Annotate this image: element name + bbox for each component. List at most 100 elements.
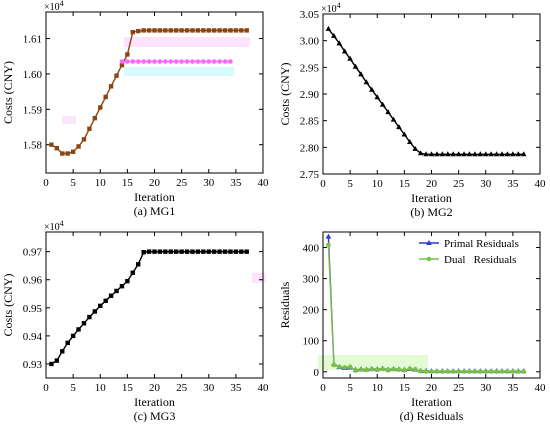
data-point	[483, 369, 489, 374]
data-point	[516, 369, 521, 374]
data-point	[477, 151, 484, 157]
data-point	[521, 369, 527, 374]
x-tick-label: 10	[372, 382, 384, 394]
x-tick-label: 40	[258, 382, 270, 394]
data-point	[412, 367, 418, 372]
x-tick-label: 10	[372, 178, 384, 190]
y-tick-label: 1.61	[23, 34, 42, 46]
series-line	[51, 250, 247, 365]
data-point	[146, 59, 152, 64]
data-point	[76, 144, 81, 149]
data-point	[125, 278, 130, 284]
y-axis-title: Residuals	[278, 281, 292, 328]
plot-frame	[45, 11, 264, 174]
data-point	[228, 28, 233, 33]
panel-caption: (c) MG3	[134, 409, 176, 423]
data-point	[331, 32, 337, 38]
data-point	[70, 149, 76, 154]
data-point	[472, 151, 478, 157]
series-0	[325, 25, 527, 157]
data-point	[190, 249, 195, 254]
x-tick-label: 30	[480, 382, 492, 394]
data-point	[396, 367, 402, 372]
data-point	[488, 369, 494, 374]
data-point	[98, 105, 103, 110]
data-point	[467, 369, 472, 374]
data-point	[325, 25, 332, 31]
data-point	[125, 59, 130, 64]
y-tick-label: 1.59	[23, 104, 43, 116]
series-0	[49, 28, 249, 156]
data-point	[504, 151, 511, 157]
data-point	[119, 62, 125, 68]
data-point	[81, 321, 87, 326]
data-point	[325, 233, 332, 239]
data-point	[456, 369, 461, 374]
data-point	[76, 327, 81, 332]
y-tick-label: 100	[303, 336, 320, 348]
data-point	[347, 364, 353, 370]
data-point	[429, 369, 434, 374]
legend: Primal Residuals Dual Residuals	[419, 238, 519, 266]
data-point	[141, 59, 146, 64]
data-point	[369, 86, 375, 92]
panel-caption: (a) MG1	[134, 204, 176, 218]
y-tick-label: 0.95	[23, 303, 43, 315]
data-point	[466, 151, 473, 157]
y-multiplier: ×104	[44, 219, 64, 233]
y-tick-label: 1.60	[23, 69, 43, 81]
x-tick-label: 15	[399, 178, 411, 190]
data-point	[103, 298, 108, 303]
x-axis-title: Iteration	[411, 191, 452, 205]
y-axis-title: Costs (CNY)	[1, 61, 15, 124]
data-point	[374, 94, 381, 100]
data-point	[244, 249, 249, 254]
x-tick-label: 5	[347, 382, 353, 394]
data-point	[499, 151, 505, 157]
data-point	[423, 151, 429, 157]
data-point	[488, 151, 494, 157]
data-point	[179, 59, 184, 64]
data-point	[402, 367, 407, 373]
data-point	[168, 28, 173, 33]
data-point	[434, 151, 440, 157]
y-tick-label: 200	[303, 305, 320, 317]
data-point	[239, 28, 244, 33]
data-point	[478, 369, 483, 374]
data-point	[390, 116, 397, 122]
legend-marker	[426, 240, 432, 245]
data-point	[341, 48, 348, 54]
data-point	[407, 139, 413, 144]
y-tick-label: 0.96	[23, 275, 43, 287]
data-point	[174, 249, 179, 254]
data-point	[239, 249, 244, 254]
data-point	[342, 365, 348, 370]
data-point	[114, 73, 119, 78]
data-point	[228, 59, 233, 64]
x-tick-label: 40	[535, 178, 547, 190]
panel-caption: (b) MG2	[410, 205, 452, 219]
data-point	[125, 52, 130, 57]
data-point	[455, 151, 462, 157]
x-tick-label: 40	[258, 177, 270, 189]
data-point	[146, 249, 152, 254]
data-point	[228, 249, 233, 254]
y-multiplier: ×104	[321, 1, 341, 15]
x-axis-title: Iteration	[134, 190, 175, 204]
data-point	[364, 367, 369, 373]
data-point	[244, 28, 249, 33]
data-point	[510, 369, 516, 374]
x-tick-label: 30	[203, 177, 215, 189]
data-point	[347, 55, 353, 61]
data-point	[440, 369, 445, 374]
data-point	[233, 249, 239, 254]
y-tick-label: 2.95	[300, 62, 320, 74]
data-point	[141, 28, 146, 33]
data-point	[331, 362, 337, 368]
y-tick-label: 2.85	[300, 116, 320, 128]
data-point	[217, 249, 222, 254]
data-point	[152, 28, 157, 33]
x-tick-label: 5	[70, 382, 76, 394]
data-point	[336, 40, 343, 46]
